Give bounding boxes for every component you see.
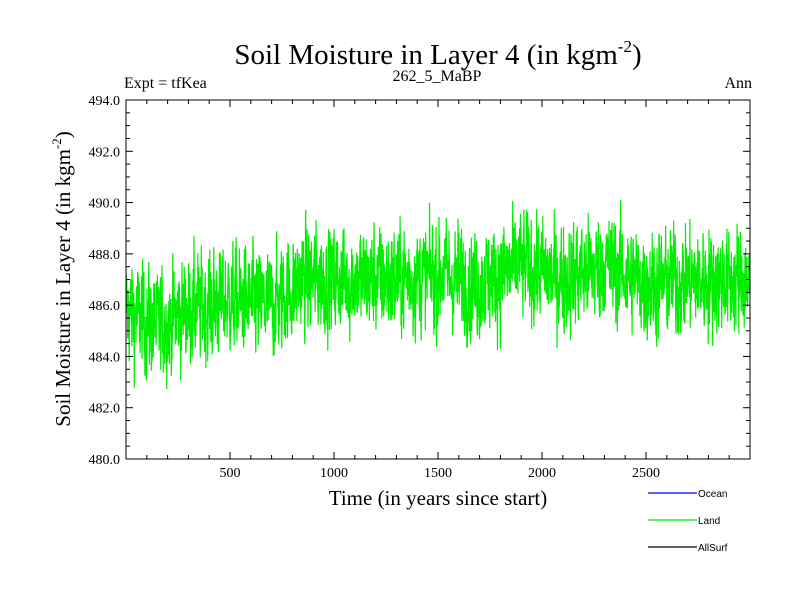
y-tick-label: 488.0 [89,248,121,263]
tick-layer: 500 1000 1500 2000 2500 480.0 482.0 484.0 486.0 4… [89,94,750,481]
x-tick-label: 2000 [528,466,556,481]
y-tick-label: 490.0 [89,197,121,212]
experiment-label: Expt = tfKea [124,75,207,92]
legend: Ocean Land AllSurf [648,489,728,554]
season-label: Ann [724,75,752,92]
y-tick-label: 480.0 [89,453,121,468]
series-line-land [125,199,751,390]
chart-title: Soil Moisture in Layer 4 (in kgm-2) [234,37,641,71]
legend-label-ocean: Ocean [698,489,727,500]
series-layer [125,199,751,390]
y-tick-label: 486.0 [89,299,121,314]
x-tick-label: 1000 [320,466,348,481]
y-tick-label: 494.0 [89,94,121,109]
period-label: 262_5_MaBP [393,68,482,85]
y-tick-label: 482.0 [89,402,121,417]
y-axis-title: Soil Moisture in Layer 4 (in kgm-2) [49,131,75,426]
y-tick-label: 492.0 [89,145,121,160]
y-tick-label: 484.0 [89,350,121,365]
legend-label-land: Land [698,516,720,527]
x-tick-label: 2500 [632,466,660,481]
x-axis-title: Time (in years since start) [329,486,548,510]
x-tick-label: 500 [220,466,241,481]
legend-label-allsurf: AllSurf [698,543,728,554]
x-tick-label: 1500 [424,466,452,481]
